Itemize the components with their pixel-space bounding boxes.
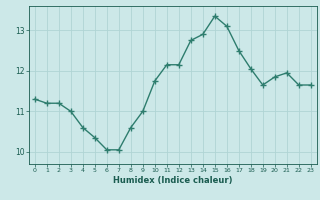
X-axis label: Humidex (Indice chaleur): Humidex (Indice chaleur) <box>113 176 233 185</box>
